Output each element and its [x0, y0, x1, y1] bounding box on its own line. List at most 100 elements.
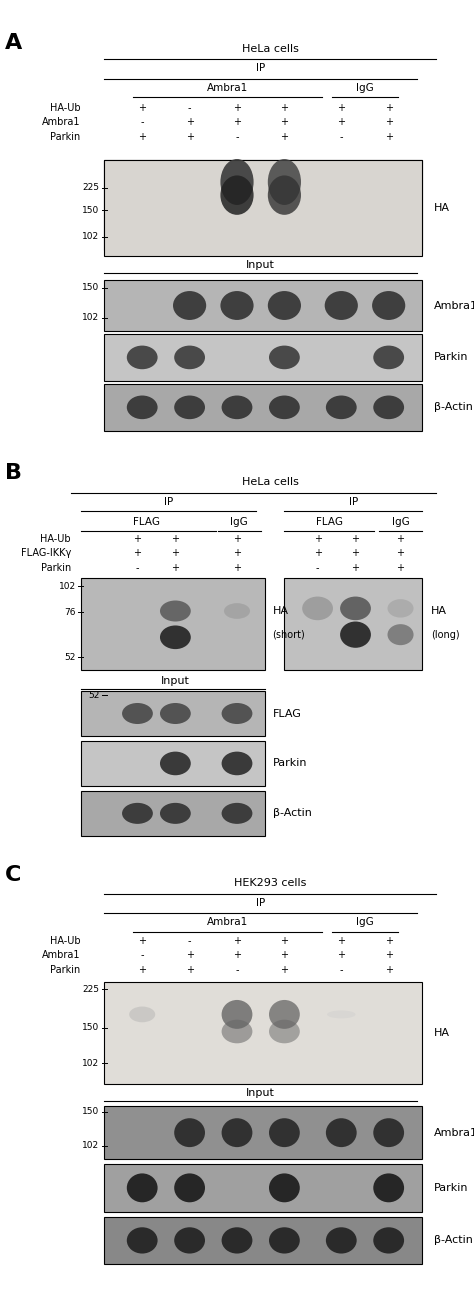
Text: (long): (long)	[431, 629, 460, 640]
Ellipse shape	[220, 292, 254, 319]
Bar	[104, 1106, 422, 1159]
Bar	[104, 1217, 422, 1264]
Ellipse shape	[302, 597, 333, 620]
Ellipse shape	[160, 752, 191, 775]
Text: +: +	[138, 964, 146, 975]
Text: IgG: IgG	[230, 516, 248, 527]
Text: 150: 150	[82, 284, 100, 292]
Text: -: -	[235, 964, 239, 975]
Ellipse shape	[373, 396, 404, 419]
Text: FLAG: FLAG	[134, 516, 160, 527]
Text: +: +	[281, 117, 288, 127]
Ellipse shape	[268, 292, 301, 319]
Ellipse shape	[221, 703, 252, 724]
Text: IgG: IgG	[356, 917, 374, 928]
Text: 150: 150	[82, 206, 100, 214]
Text: +: +	[337, 936, 345, 946]
Ellipse shape	[268, 175, 301, 214]
Text: +: +	[186, 964, 193, 975]
Ellipse shape	[122, 803, 153, 824]
Text: Parkin: Parkin	[50, 131, 81, 142]
Text: +: +	[233, 562, 241, 573]
Ellipse shape	[122, 703, 153, 724]
Text: Ambra1: Ambra1	[207, 83, 248, 93]
Text: 150: 150	[82, 1024, 100, 1031]
Ellipse shape	[174, 1173, 205, 1202]
Text: +: +	[281, 950, 288, 961]
Bar	[81, 741, 265, 786]
Ellipse shape	[269, 346, 300, 369]
Ellipse shape	[160, 803, 191, 824]
Text: 225: 225	[82, 184, 100, 192]
Ellipse shape	[127, 346, 157, 369]
Text: +: +	[385, 117, 392, 127]
Ellipse shape	[373, 1173, 404, 1202]
Ellipse shape	[387, 599, 413, 618]
Ellipse shape	[220, 159, 254, 205]
Text: +: +	[233, 102, 241, 113]
Ellipse shape	[221, 752, 252, 775]
Text: 225: 225	[82, 986, 100, 993]
Ellipse shape	[269, 1227, 300, 1254]
Text: Parkin: Parkin	[50, 964, 81, 975]
Ellipse shape	[173, 292, 206, 319]
Text: β-Actin: β-Actin	[273, 808, 311, 819]
Text: -: -	[188, 102, 191, 113]
Text: IP: IP	[164, 497, 173, 507]
Ellipse shape	[325, 292, 358, 319]
Text: Ambra1: Ambra1	[42, 117, 81, 127]
Text: Ambra1: Ambra1	[42, 950, 81, 961]
Bar	[104, 160, 422, 256]
Text: Parkin: Parkin	[434, 352, 468, 363]
Text: A: A	[5, 33, 22, 53]
Text: +: +	[138, 936, 146, 946]
Text: +: +	[385, 131, 392, 142]
Text: Input: Input	[161, 675, 190, 686]
Bar	[104, 280, 422, 331]
Text: +: +	[172, 548, 179, 558]
Bar	[81, 691, 265, 736]
Ellipse shape	[269, 1020, 300, 1043]
Text: 150: 150	[82, 1108, 100, 1116]
Ellipse shape	[373, 346, 404, 369]
Text: +: +	[138, 131, 146, 142]
Text: -: -	[136, 562, 139, 573]
Ellipse shape	[221, 1118, 252, 1147]
Ellipse shape	[221, 396, 252, 419]
Text: IgG: IgG	[356, 83, 374, 93]
Text: +: +	[385, 950, 392, 961]
Text: -: -	[316, 562, 319, 573]
Text: FLAG: FLAG	[316, 516, 343, 527]
Text: Input: Input	[246, 260, 275, 271]
Ellipse shape	[268, 159, 301, 205]
Text: -: -	[140, 117, 144, 127]
Ellipse shape	[174, 1118, 205, 1147]
Text: B: B	[5, 463, 22, 482]
Text: +: +	[186, 950, 193, 961]
Ellipse shape	[160, 625, 191, 649]
Ellipse shape	[326, 396, 356, 419]
Text: HA-Ub: HA-Ub	[40, 533, 71, 544]
Text: +: +	[233, 950, 241, 961]
Text: IP: IP	[256, 897, 265, 908]
Ellipse shape	[129, 1007, 155, 1022]
Text: +: +	[385, 964, 392, 975]
FancyBboxPatch shape	[104, 160, 422, 250]
Text: HA: HA	[434, 1028, 450, 1038]
Text: +: +	[134, 548, 141, 558]
Ellipse shape	[373, 1118, 404, 1147]
Bar	[81, 578, 265, 670]
Text: C: C	[5, 865, 21, 884]
Ellipse shape	[160, 703, 191, 724]
Ellipse shape	[326, 1227, 356, 1254]
Ellipse shape	[127, 1227, 157, 1254]
Ellipse shape	[269, 1118, 300, 1147]
Ellipse shape	[327, 1010, 356, 1018]
Bar	[104, 334, 422, 381]
Ellipse shape	[340, 597, 371, 620]
Text: -: -	[188, 936, 191, 946]
Text: 52: 52	[64, 653, 76, 661]
Ellipse shape	[340, 622, 371, 648]
Ellipse shape	[269, 396, 300, 419]
Text: +: +	[172, 562, 179, 573]
